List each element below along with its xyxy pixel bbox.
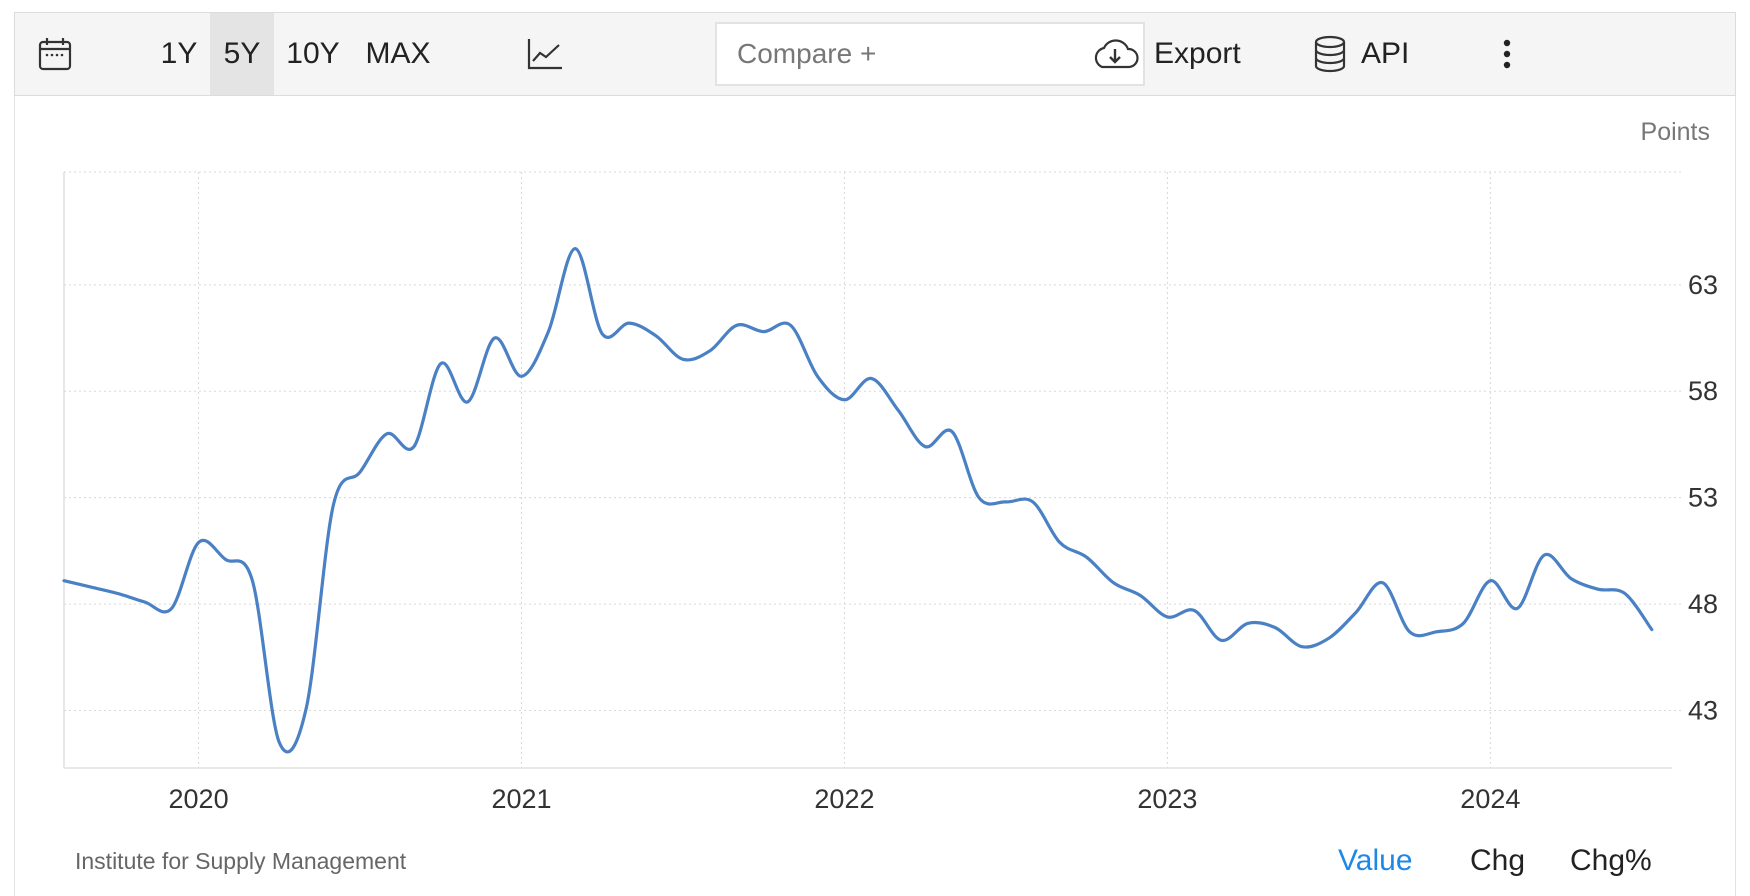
chart-panel: [14, 12, 1736, 896]
cloud-download-icon: [1094, 39, 1139, 69]
chg-percent-mode-button[interactable]: Chg%: [1570, 844, 1652, 877]
value-mode-button[interactable]: Value: [1338, 844, 1413, 877]
unit-label: Points: [1640, 118, 1710, 146]
range-1y-button[interactable]: 1Y: [160, 37, 198, 70]
range-5y-button[interactable]: 5Y: [210, 13, 274, 95]
export-button[interactable]: Export: [1090, 13, 1241, 95]
compare-input[interactable]: Compare +: [715, 22, 1145, 86]
range-max-button[interactable]: MAX: [365, 37, 431, 70]
api-label: API: [1361, 37, 1410, 70]
export-label: Export: [1154, 37, 1241, 70]
more-options-icon[interactable]: [1489, 13, 1525, 95]
range-10y-button[interactable]: 10Y: [286, 37, 340, 70]
api-button[interactable]: API: [1313, 13, 1409, 95]
source-label: Institute for Supply Management: [75, 848, 407, 874]
database-icon: [1314, 35, 1346, 73]
toolbar: 1Y 5Y 10Y MAX Compare + Export API: [14, 12, 1736, 96]
chg-mode-button[interactable]: Chg: [1470, 844, 1526, 877]
calendar-icon[interactable]: [33, 13, 77, 95]
chart-type-icon[interactable]: [523, 13, 567, 95]
